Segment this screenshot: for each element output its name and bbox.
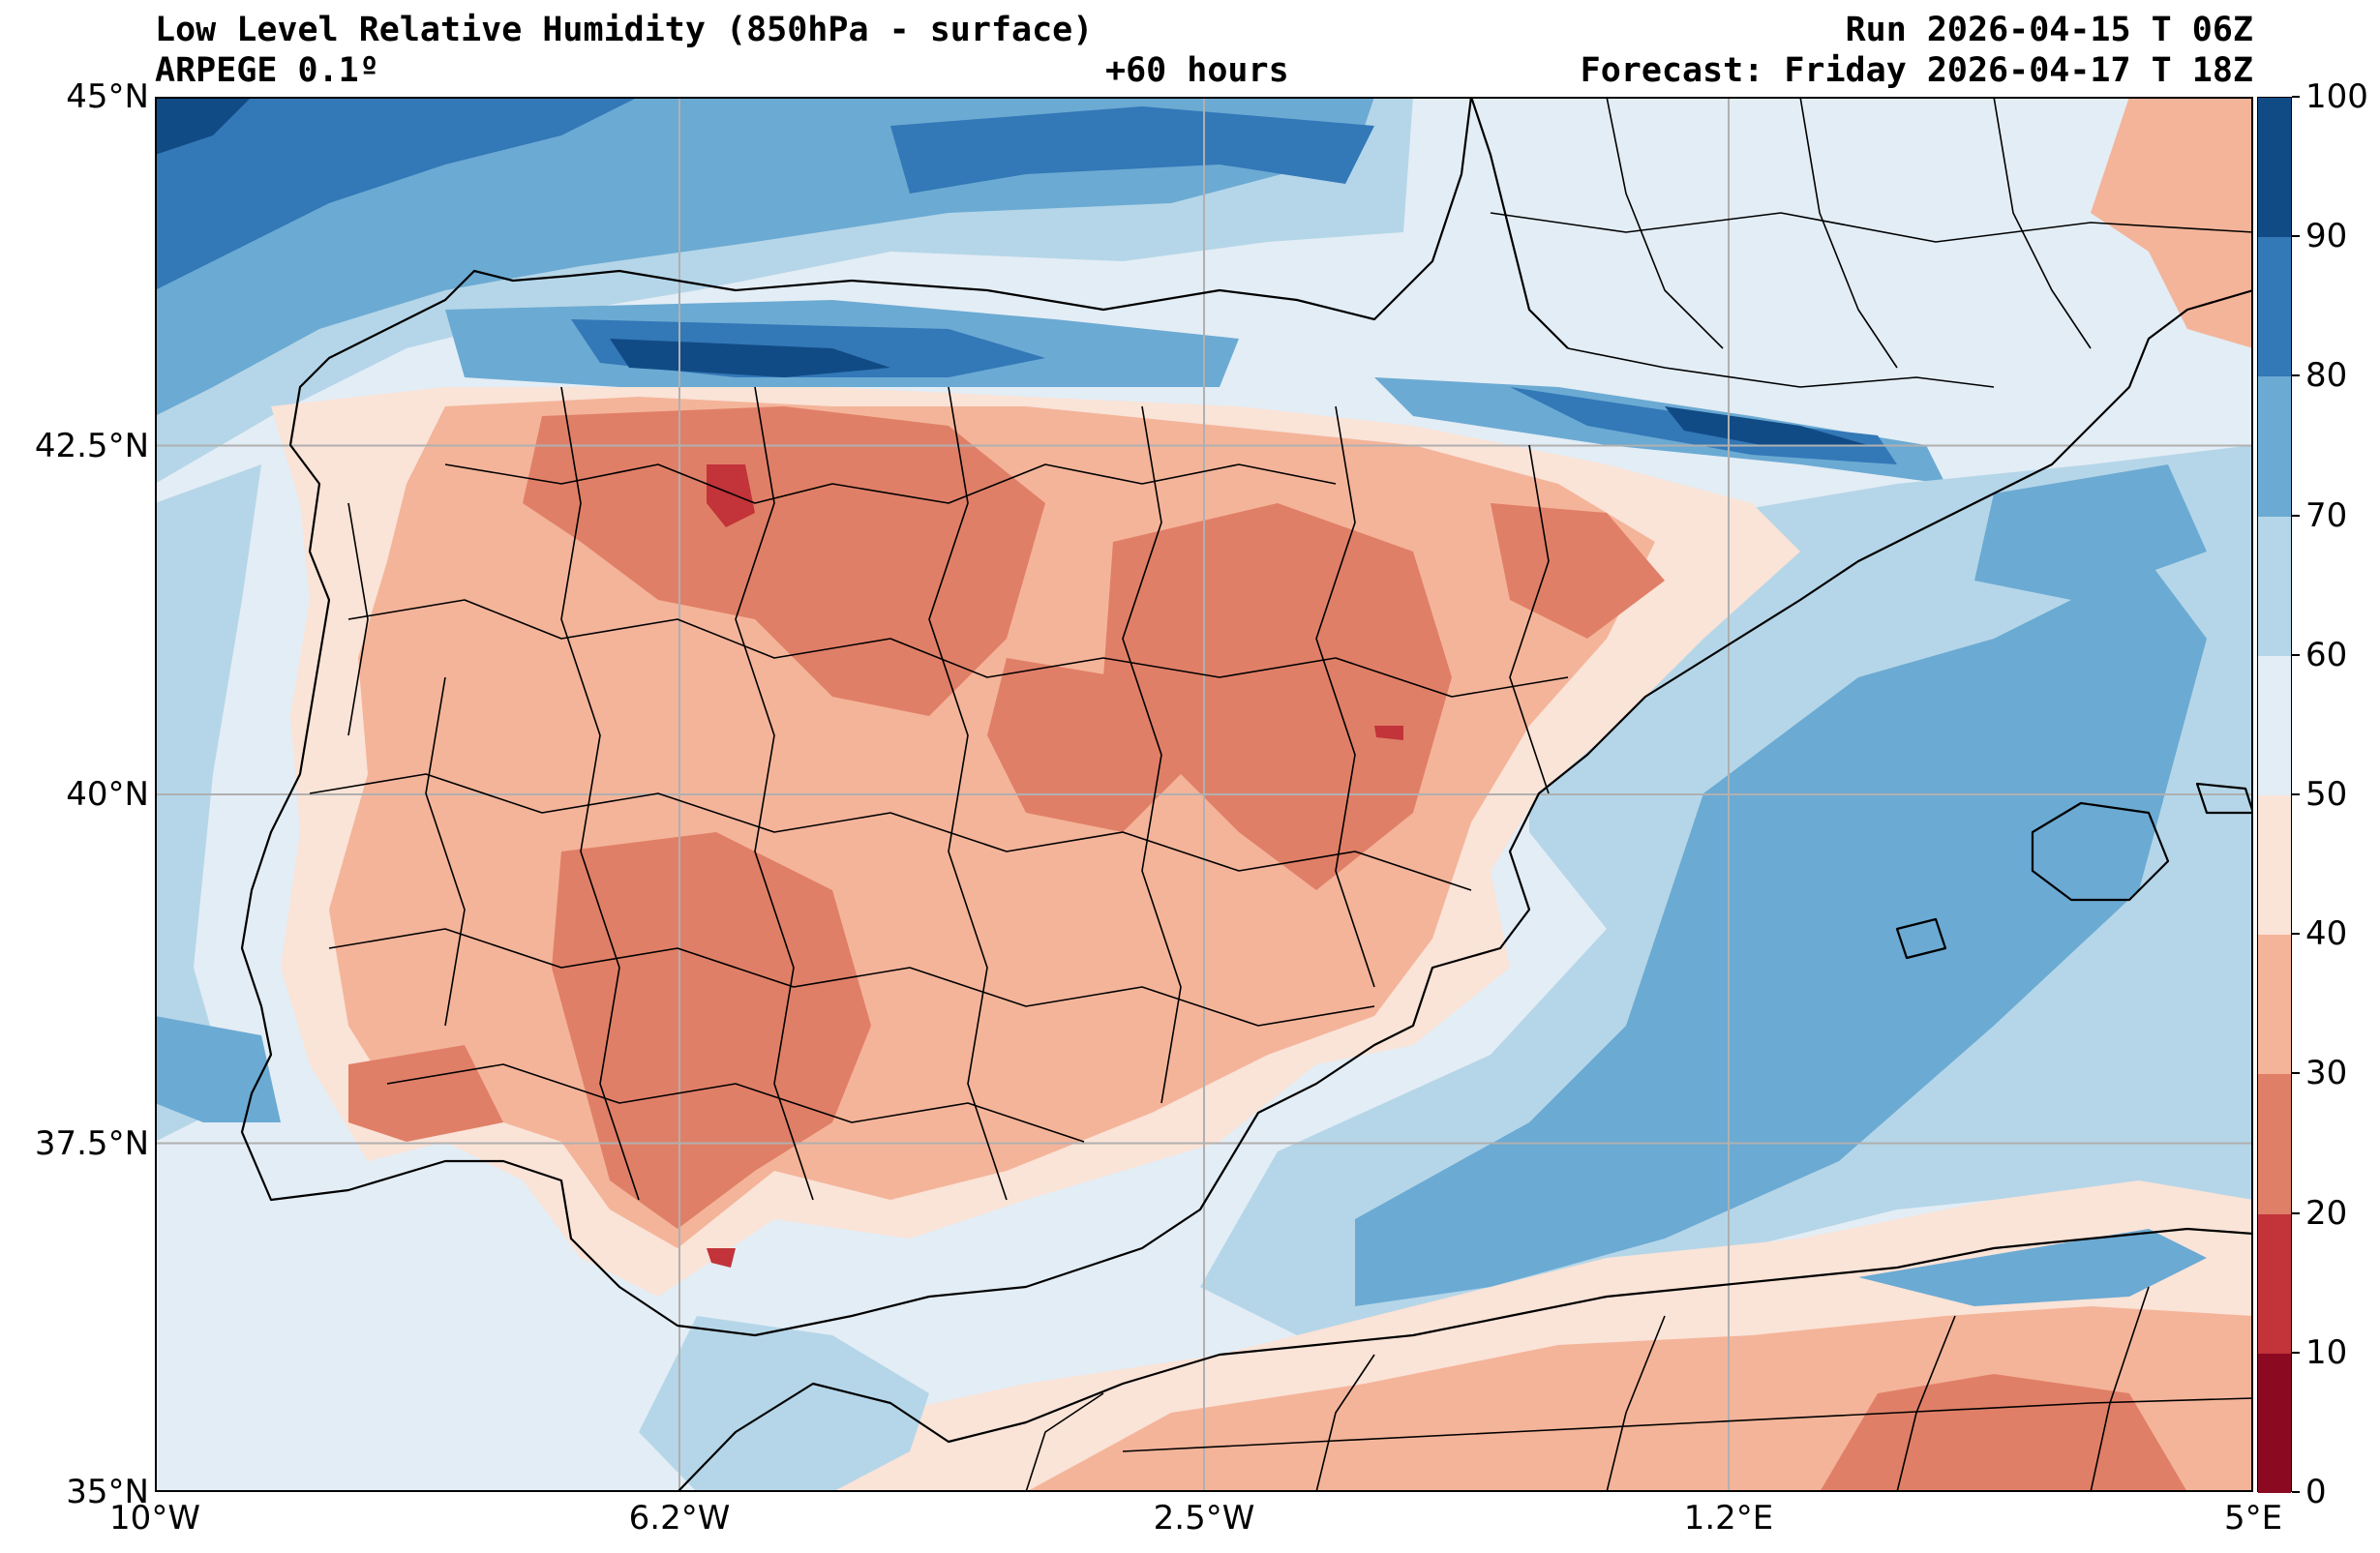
colorbar-tick xyxy=(2292,933,2300,936)
dry-peak-3 xyxy=(1374,726,1403,740)
humid-africa-coast xyxy=(1858,1229,2207,1306)
lon-tick-label: 6.2°W xyxy=(628,1499,731,1538)
colorbar-segment xyxy=(2258,376,2291,517)
colorbar-segment xyxy=(2258,935,2291,1075)
humid-band-atlantic xyxy=(155,464,261,1142)
humid-band-biscay-inner xyxy=(155,97,1374,416)
colorbar-tick xyxy=(2292,235,2300,238)
colorbar-tick xyxy=(2292,1491,2300,1493)
dry-france-se xyxy=(2091,97,2253,348)
humid-peak-nw xyxy=(155,97,252,155)
colorbar-tick-label: 30 xyxy=(2305,1054,2348,1093)
humid-morocco xyxy=(639,1316,929,1492)
colorbar-tick xyxy=(2292,374,2300,377)
humid-med-core xyxy=(1355,561,2207,1306)
colorbar-segment xyxy=(2258,655,2291,795)
lead-time-label: +60 hours xyxy=(1105,51,1289,90)
colorbar-tick xyxy=(2292,793,2300,795)
lon-tick-label: 5°E xyxy=(2223,1499,2283,1538)
colorbar-segment xyxy=(2258,1353,2291,1493)
lat-tick-label: 45°N xyxy=(66,77,149,116)
lon-tick-label: 10°W xyxy=(109,1499,200,1538)
dry-core-5 xyxy=(348,1045,503,1142)
lat-tick-label: 35°N xyxy=(66,1473,149,1511)
coastlines xyxy=(240,97,2253,1492)
colorbar-tick-label: 60 xyxy=(2305,635,2348,674)
chart-title: Low Level Relative Humidity (850hPa - su… xyxy=(155,11,1094,49)
france-coastline xyxy=(1469,97,1569,349)
humid-band-biscay-core2 xyxy=(890,106,1374,194)
colorbar-segment xyxy=(2258,98,2291,238)
iberia-coastline xyxy=(240,97,2253,1337)
humidity-map[interactable] xyxy=(155,97,2253,1492)
lat-tick-label: 40°N xyxy=(66,775,149,814)
colorbar-segment xyxy=(2258,516,2291,656)
humid-band-biscay-core xyxy=(155,97,639,290)
dry-core-4 xyxy=(987,658,1181,832)
colorbar-tick xyxy=(2292,1351,2300,1354)
colorbar-tick-label: 100 xyxy=(2305,77,2368,116)
colorbar-tick-label: 90 xyxy=(2305,217,2348,256)
africa-coastline xyxy=(677,1227,2253,1492)
dry-peak-1 xyxy=(707,464,755,527)
colorbar-segment xyxy=(2258,1074,2291,1214)
ibiza-island xyxy=(1895,917,1947,960)
colorbar-tick-label: 0 xyxy=(2305,1473,2327,1511)
map-gridlines xyxy=(155,97,2253,1492)
lat-tick-label: 37.5°N xyxy=(34,1123,149,1163)
colorbar-tick xyxy=(2292,653,2300,656)
colorbar-segment xyxy=(2258,795,2291,936)
colorbar-tick-label: 10 xyxy=(2305,1332,2348,1372)
menorca-island xyxy=(2195,782,2253,815)
colorbar-tick-label: 70 xyxy=(2305,495,2348,535)
colorbar-segment xyxy=(2258,1213,2291,1354)
lat-tick-label: 42.5°N xyxy=(34,426,149,465)
colorbar-tick xyxy=(2292,514,2300,517)
mallorca-island xyxy=(2031,801,2170,902)
colorbar-tick xyxy=(2292,96,2300,98)
dry-core-3 xyxy=(552,832,871,1229)
dry-peak-2 xyxy=(707,1248,736,1268)
dry-core-1 xyxy=(523,406,1045,716)
forecast-label: Forecast: Friday 2026-04-17 T 18Z xyxy=(1580,51,2253,90)
colorbar-tick-label: 50 xyxy=(2305,775,2348,814)
lon-tick-label: 1.2°E xyxy=(1683,1499,1774,1538)
humid-pyrenees-peak xyxy=(1665,406,1868,445)
humidity-contours xyxy=(155,97,2253,1492)
colorbar-tick xyxy=(2292,1072,2300,1075)
colorbar-tick-label: 40 xyxy=(2305,914,2348,954)
colorbar-segment xyxy=(2258,237,2291,377)
humid-band-atlantic-core xyxy=(155,1016,281,1122)
admin-borders xyxy=(309,97,2253,1492)
colorbar-tick xyxy=(2292,1211,2300,1214)
colorbar-tick-label: 80 xyxy=(2305,356,2348,396)
colorbar-tick-label: 20 xyxy=(2305,1193,2348,1233)
humid-balearic-core xyxy=(1974,464,2207,600)
lon-tick-label: 2.5°W xyxy=(1153,1499,1255,1538)
model-label: ARPEGE 0.1º xyxy=(155,51,379,90)
colorbar xyxy=(2257,97,2292,1493)
run-label: Run 2026-04-15 T 06Z xyxy=(1845,11,2253,49)
